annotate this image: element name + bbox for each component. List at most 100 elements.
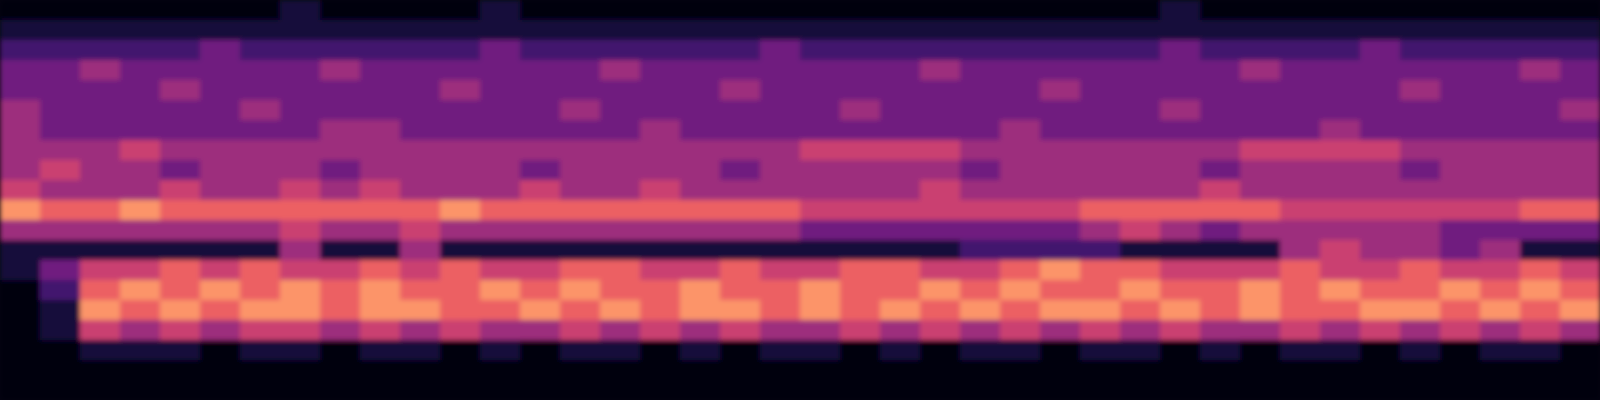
cell: [400, 380, 441, 400]
cell: [800, 200, 841, 221]
cell: [600, 100, 641, 121]
cell: [1360, 220, 1401, 241]
cell: [480, 20, 521, 41]
cell: [1200, 300, 1241, 321]
cell: [1080, 80, 1121, 101]
cell: [560, 320, 601, 341]
cell: [120, 320, 161, 341]
cell: [160, 20, 201, 41]
cell: [1040, 140, 1081, 161]
cell: [600, 140, 641, 161]
cell: [480, 160, 521, 181]
cell: [520, 340, 561, 361]
cell: [360, 360, 401, 381]
cell: [1080, 40, 1121, 61]
cell: [1520, 360, 1561, 381]
cell: [840, 100, 881, 121]
cell: [200, 180, 241, 201]
cell: [1120, 100, 1161, 121]
cell: [120, 20, 161, 41]
cell: [760, 180, 801, 201]
cell: [400, 40, 441, 61]
cell: [400, 320, 441, 341]
cell: [1160, 200, 1201, 221]
cell: [440, 0, 481, 21]
cell: [1400, 360, 1441, 381]
cell: [760, 240, 801, 261]
cell: [560, 260, 601, 281]
cell: [880, 160, 921, 181]
cell: [1400, 200, 1441, 221]
cell: [1080, 320, 1121, 341]
cell: [840, 260, 881, 281]
cell: [0, 220, 41, 241]
cells: [0, 0, 1600, 400]
cell: [1200, 360, 1241, 381]
cell: [1560, 220, 1600, 241]
cell: [840, 180, 881, 201]
cell: [1520, 340, 1561, 361]
cell: [1320, 80, 1361, 101]
cell: [1280, 60, 1321, 81]
cell: [360, 340, 401, 361]
cell: [760, 200, 801, 221]
cell: [40, 60, 81, 81]
cell: [280, 200, 321, 221]
cell: [400, 340, 441, 361]
cell: [680, 360, 721, 381]
cell: [40, 180, 81, 201]
cell: [0, 100, 41, 121]
cell: [0, 120, 41, 141]
cell: [1000, 180, 1041, 201]
cell: [80, 280, 121, 301]
cell: [320, 260, 361, 281]
cell: [1560, 60, 1600, 81]
cell: [760, 380, 801, 400]
cell: [480, 220, 521, 241]
cell: [200, 340, 241, 361]
cell: [480, 0, 521, 21]
cell: [0, 240, 41, 261]
cell: [800, 220, 841, 241]
cell: [1280, 40, 1321, 61]
cell: [840, 40, 881, 61]
cell: [1480, 0, 1521, 21]
cell: [400, 360, 441, 381]
cell: [1200, 60, 1241, 81]
cell: [1160, 240, 1201, 261]
cell: [480, 340, 521, 361]
spectrogram: [0, 0, 1600, 400]
cell: [880, 280, 921, 301]
cell: [600, 180, 641, 201]
cell: [1280, 360, 1321, 381]
cell: [80, 160, 121, 181]
cell: [760, 160, 801, 181]
cell: [1040, 180, 1081, 201]
cell: [720, 80, 761, 101]
cell: [960, 180, 1001, 201]
cell: [1400, 140, 1441, 161]
cell: [1040, 300, 1081, 321]
cell: [480, 120, 521, 141]
cell: [1320, 20, 1361, 41]
cell: [1200, 80, 1241, 101]
cell: [160, 80, 201, 101]
cell: [1040, 320, 1081, 341]
cell: [1160, 220, 1201, 241]
cell: [1160, 300, 1201, 321]
cell: [440, 320, 481, 341]
cell: [880, 240, 921, 261]
cell: [320, 380, 361, 400]
cell: [1160, 80, 1201, 101]
cell: [0, 80, 41, 101]
cell: [1320, 40, 1361, 61]
cell: [1000, 140, 1041, 161]
cell: [1400, 240, 1441, 261]
cell: [920, 280, 961, 301]
cell: [1080, 180, 1121, 201]
cell: [640, 280, 681, 301]
cell: [760, 320, 801, 341]
cell: [120, 100, 161, 121]
cell: [880, 60, 921, 81]
cell: [680, 380, 721, 400]
